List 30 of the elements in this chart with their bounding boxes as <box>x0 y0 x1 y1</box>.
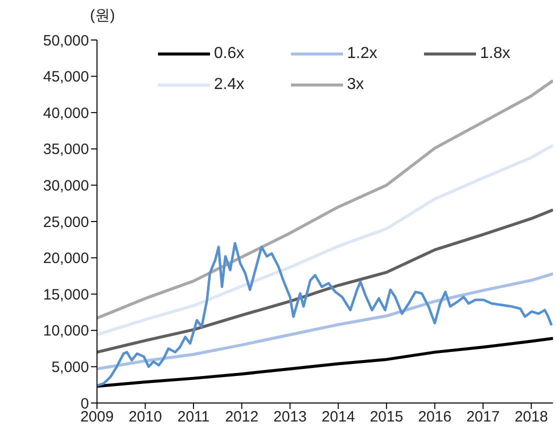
x-tick-label: 2015 <box>370 408 404 426</box>
line-series <box>97 208 553 354</box>
line-series <box>97 79 553 320</box>
x-tick-label: 2010 <box>128 408 162 426</box>
y-tick-label: 10,000 <box>43 322 89 340</box>
y-tick-label: 45,000 <box>43 68 89 86</box>
line-series <box>97 272 553 370</box>
x-tick-label: 2011 <box>177 408 210 426</box>
y-tick-label: 5,000 <box>51 359 89 376</box>
legend-label: 1.8x <box>480 44 510 62</box>
x-tick-label: 2014 <box>322 408 355 426</box>
x-tick-label: 2016 <box>418 408 452 426</box>
y-tick-label: 50,000 <box>43 32 89 50</box>
legend-label: 1.2x <box>347 44 378 62</box>
line-series <box>97 242 553 387</box>
x-tick-label: 2017 <box>466 408 500 426</box>
x-tick-label: 2012 <box>225 408 258 426</box>
y-tick-label: 20,000 <box>43 250 89 268</box>
y-tick-label: 25,000 <box>43 214 89 231</box>
legend-label: 2.4x <box>214 76 244 94</box>
line-series <box>97 144 553 336</box>
legend-label: 0.6x <box>214 44 244 62</box>
x-tick-label: 2013 <box>273 408 307 426</box>
y-tick-label: 30,000 <box>43 178 89 195</box>
y-tick-label: 15,000 <box>43 286 89 304</box>
y-tick-label: 35,000 <box>43 141 89 158</box>
y-axis-title: (원) <box>90 6 115 25</box>
legend-label: 3x <box>347 76 364 94</box>
y-tick-label: 40,000 <box>43 104 89 122</box>
x-tick-label: 2018 <box>514 408 548 426</box>
